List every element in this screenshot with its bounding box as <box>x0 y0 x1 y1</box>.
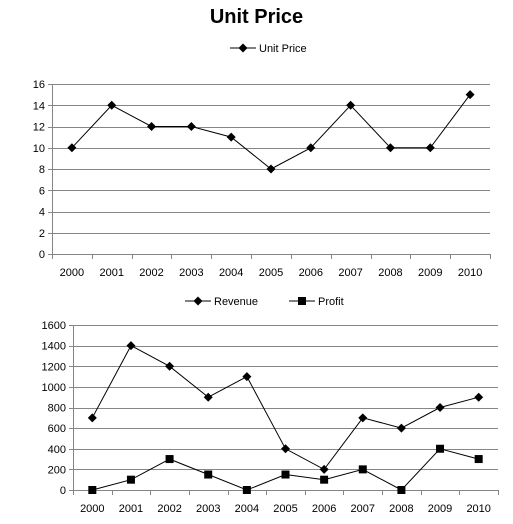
chart1-y-tick-label: 14 <box>33 100 45 112</box>
chart2-x-tick-label: 2010 <box>466 503 490 515</box>
chart2-x-tick-label: 2001 <box>119 503 143 515</box>
chart2-x-tick-label: 2006 <box>312 503 336 515</box>
chart2-profit-point <box>358 465 367 474</box>
chart2-profit-point <box>204 470 213 479</box>
chart2-x-tick-label: 2005 <box>273 503 297 515</box>
chart1-x-tick-label: 2000 <box>60 267 84 279</box>
chart1-y-tick-label: 2 <box>39 228 45 240</box>
chart2-x-tick-label: 2007 <box>351 503 375 515</box>
chart2-revenue-point <box>358 413 368 423</box>
chart2-y-tick-label: 1600 <box>42 320 66 332</box>
chart2-revenue-point <box>242 372 252 382</box>
chart2-profit-point <box>281 470 290 479</box>
chart2-legend-profit-marker <box>298 297 306 305</box>
chart1-y-tick-label: 10 <box>33 143 45 155</box>
chart1-unit-price-point <box>107 100 117 110</box>
chart1-x-tick-label: 2010 <box>458 267 482 279</box>
chart2-profit-point <box>320 475 329 484</box>
chart1-unit-price-point <box>425 143 435 153</box>
chart1-unit-price-point <box>266 164 276 174</box>
chart2-y-tick-label: 800 <box>48 403 66 415</box>
chart2-y-tick-label: 400 <box>48 444 66 456</box>
chart2-revenue-point <box>474 392 484 402</box>
chart2-x-tick-label: 2000 <box>80 503 104 515</box>
chart2-y-tick-label: 1000 <box>42 382 66 394</box>
chart2-profit-point <box>242 486 251 494</box>
chart1-x-tick-label: 2006 <box>299 267 323 279</box>
chart1-unit-price-point <box>147 122 157 131</box>
chart1-unit-price-point <box>186 122 196 131</box>
chart2-y-tick-label: 600 <box>48 423 66 435</box>
chart1-unit-price-point <box>67 143 77 153</box>
chart2-profit-point <box>436 444 445 453</box>
chart2-x-tick-label: 2009 <box>428 503 452 515</box>
chart2-x-tick-label: 2003 <box>196 503 220 515</box>
chart2-legend-revenue-marker <box>193 296 203 306</box>
chart1-x-tick-label: 2008 <box>378 267 402 279</box>
chart1-x-tick-label: 2003 <box>179 267 203 279</box>
chart1-y-tick-label: 4 <box>39 207 45 219</box>
chart2-y-tick-label: 1200 <box>42 361 66 373</box>
chart1-unit-price-point <box>385 143 395 153</box>
chart2-profit-point <box>126 475 135 484</box>
chart2-revenue-point <box>435 403 445 412</box>
chart1-y-tick-label: 0 <box>39 249 45 261</box>
chart2-profit-point <box>165 455 174 464</box>
chart1-legend-unit-price-label: Unit Price <box>259 43 307 55</box>
chart1-y-tick-label: 8 <box>39 164 45 176</box>
chart2-profit-point <box>397 486 406 494</box>
chart2-x-tick-label: 2008 <box>389 503 413 515</box>
chart2-revenue-point <box>87 413 97 423</box>
chart2-x-tick-label: 2004 <box>235 503 259 515</box>
chart1-x-tick-label: 2005 <box>259 267 283 279</box>
chart2-revenue-point <box>203 392 213 402</box>
chart2-revenue-point <box>126 341 136 351</box>
chart2-x-tick-label: 2002 <box>157 503 181 515</box>
chart2-revenue-point <box>165 361 175 371</box>
chart1-unit-price-point <box>465 90 475 100</box>
chart1-y-tick-label: 12 <box>33 122 45 134</box>
chart2-profit-point <box>88 486 97 494</box>
chart2-revenue-point <box>396 423 406 433</box>
chart-title: Unit Price <box>209 6 304 28</box>
chart1-x-tick-label: 2009 <box>418 267 442 279</box>
chart1-y-tick-label: 6 <box>39 185 45 197</box>
chart1-y-tick-label: 16 <box>33 79 45 91</box>
chart2-y-tick-label: 1400 <box>42 341 66 353</box>
chart1-x-tick-label: 2004 <box>219 267 243 279</box>
chart2-revenue-point <box>319 464 329 474</box>
chart1-x-tick-label: 2002 <box>139 267 163 279</box>
chart1-unit-price-point <box>346 100 356 110</box>
chart2-y-tick-label: 200 <box>48 464 66 476</box>
chart1-legend-unit-price-marker <box>238 43 248 53</box>
chart1-x-tick-label: 2007 <box>338 267 362 279</box>
chart2-legend-revenue-label: Revenue <box>214 296 258 308</box>
chart2-legend-profit-label: Profit <box>318 296 344 308</box>
chart1-unit-price-point <box>226 132 236 142</box>
chart2-profit-point <box>474 455 483 464</box>
chart1-unit-price-point <box>306 143 316 153</box>
chart2-revenue-point <box>281 444 290 454</box>
chart1-x-tick-label: 2001 <box>99 267 123 279</box>
chart2-y-tick-label: 0 <box>60 485 66 497</box>
